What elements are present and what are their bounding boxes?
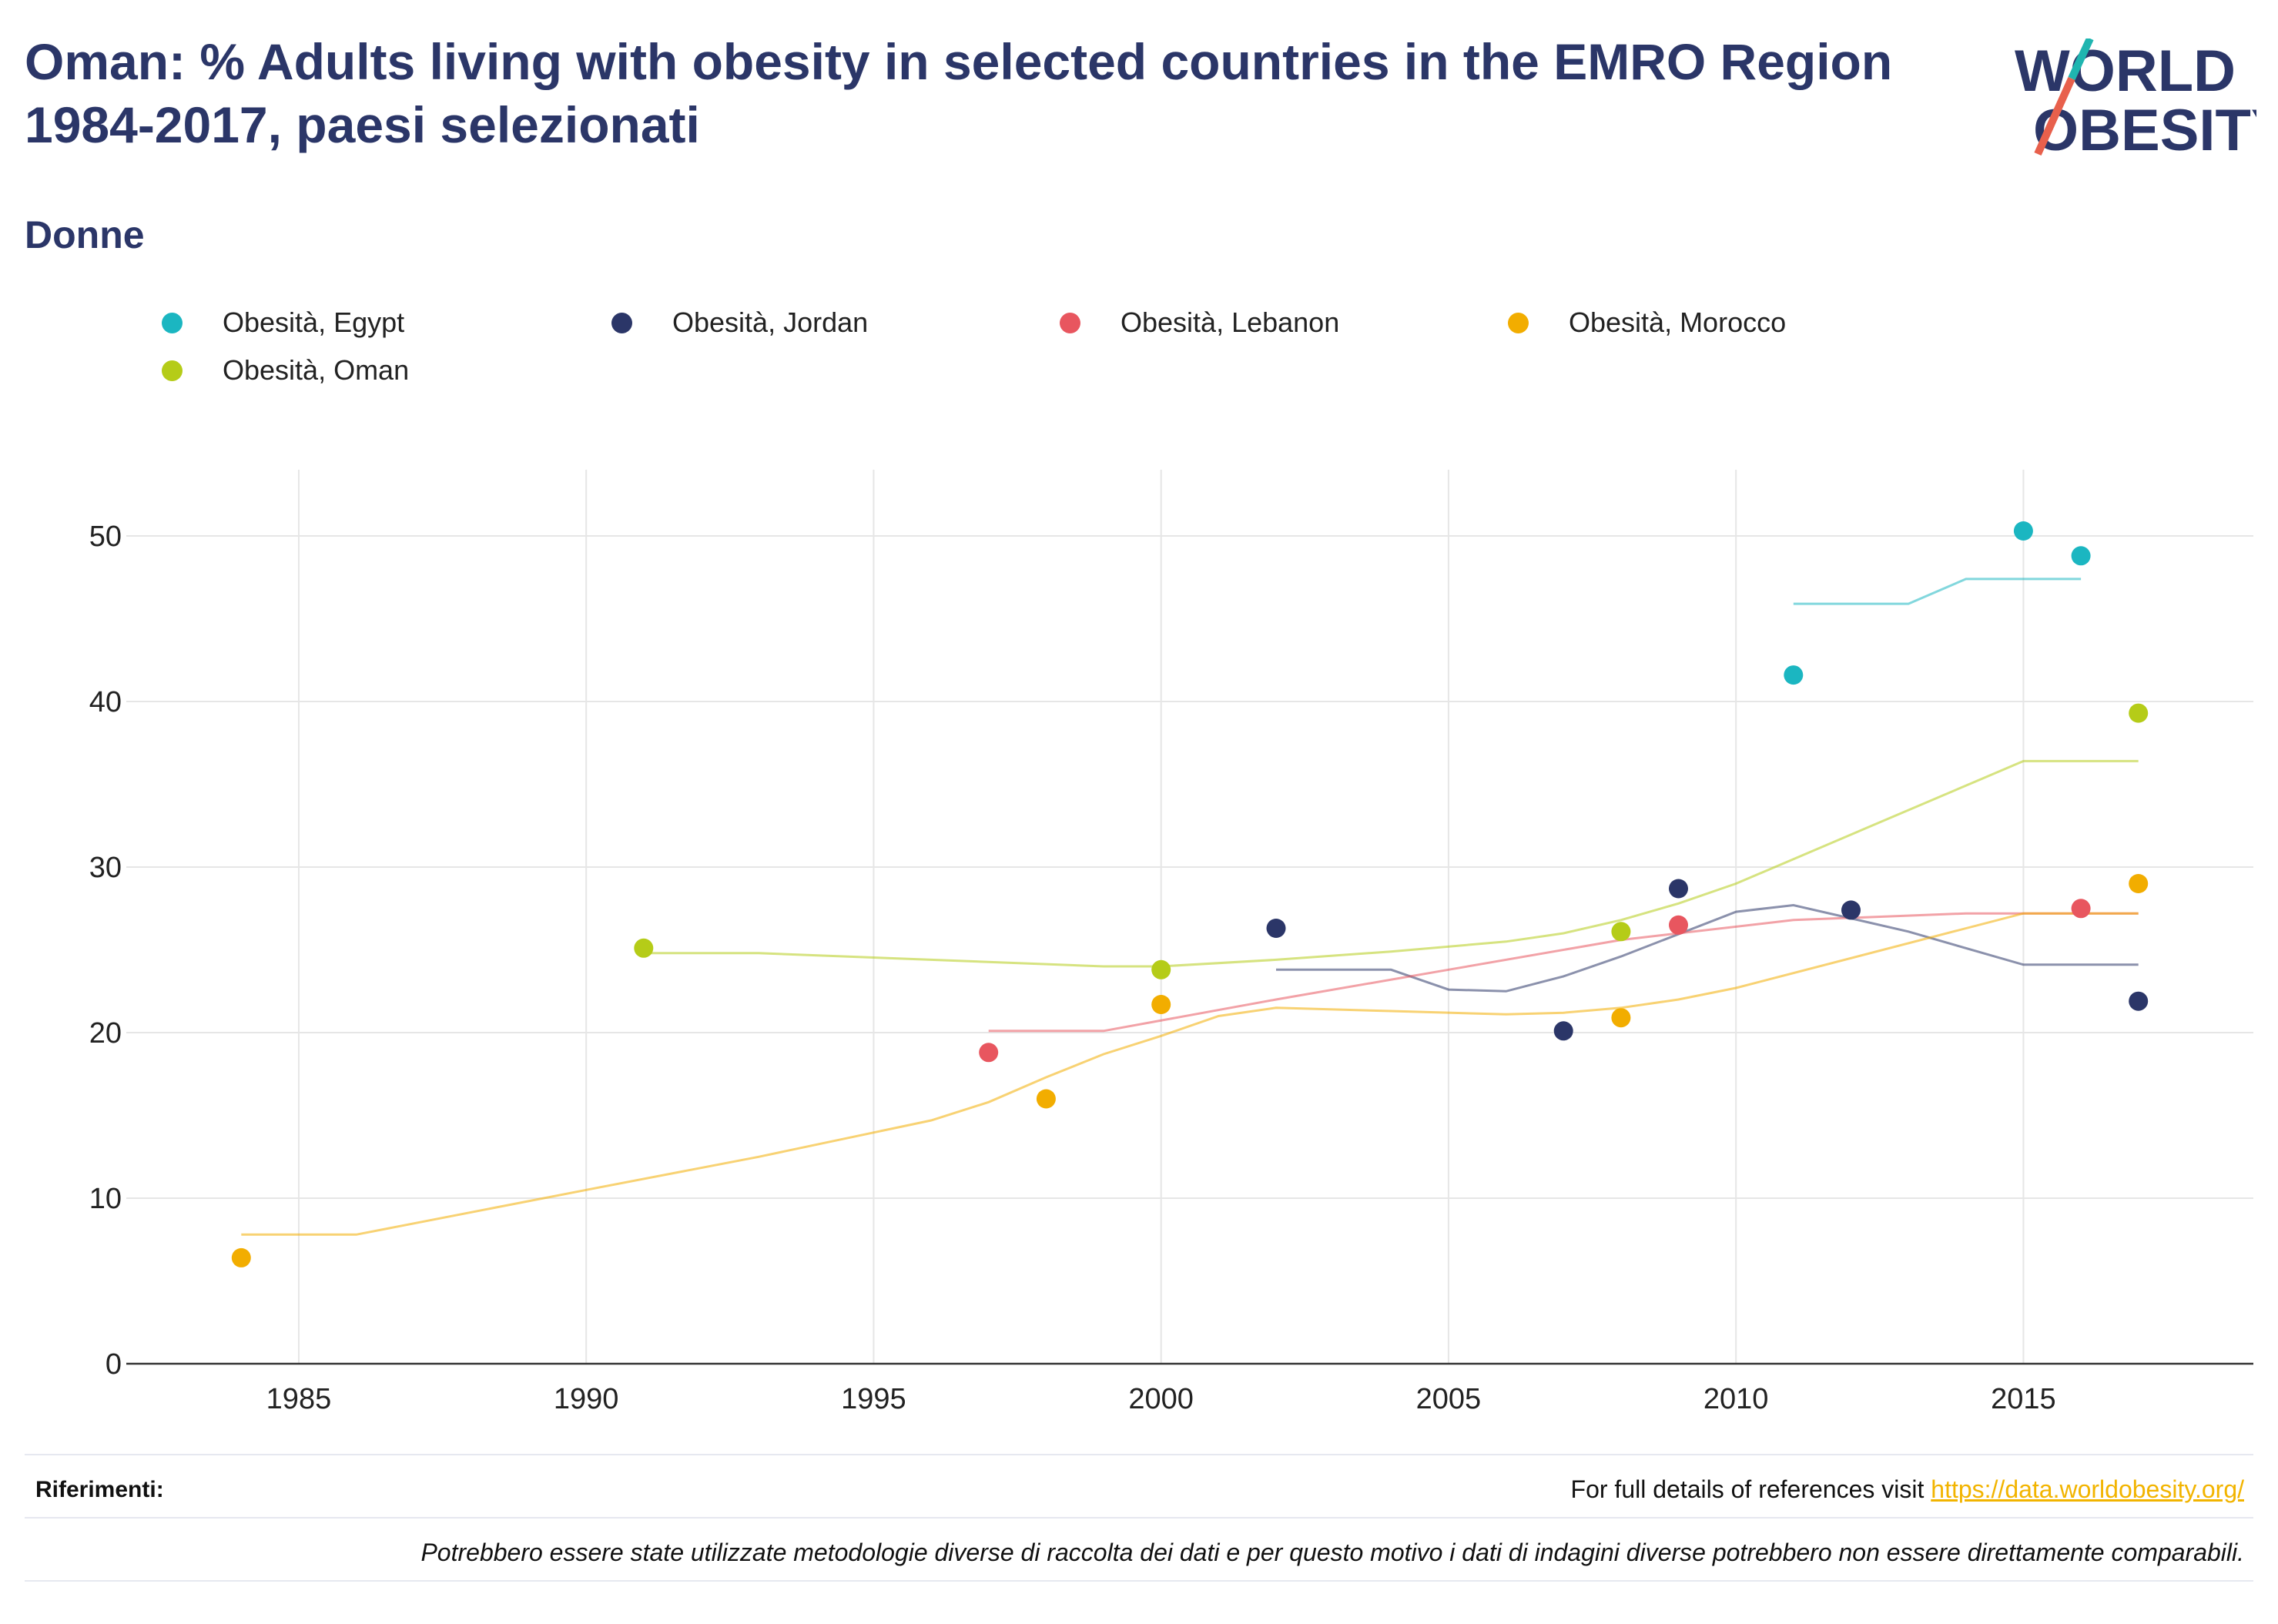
references-label: Riferimenti:: [35, 1477, 164, 1502]
y-tick-label-20: 20: [89, 1017, 122, 1050]
references-text: For full details of references visit htt…: [1571, 1475, 2244, 1504]
x-tick-label-2015: 2015: [1991, 1383, 2056, 1415]
legend-dot-jordan: [611, 312, 632, 333]
data-point-lebanon-2016[interactable]: [2071, 899, 2091, 919]
data-point-egypt-2016[interactable]: [2071, 546, 2091, 566]
data-point-oman-1991[interactable]: [634, 938, 654, 958]
legend-dot-egypt: [162, 312, 183, 333]
legend-label-egypt: Obesità, Egypt: [223, 306, 405, 338]
data-point-jordan-2009[interactable]: [1669, 879, 1688, 899]
x-tick-label-2010: 2010: [1703, 1383, 1769, 1415]
trend-line-jordan: [1276, 903, 2139, 993]
data-point-oman-2000[interactable]: [1151, 959, 1171, 979]
data-point-morocco-1984[interactable]: [231, 1247, 251, 1267]
chart-subtitle: Donne: [25, 213, 145, 256]
legend-dot-lebanon: [1060, 312, 1080, 333]
data-point-lebanon-2009[interactable]: [1669, 915, 1688, 935]
methodology-note: Potrebbero essere state utilizzate metod…: [420, 1539, 2244, 1566]
legend-item-jordan[interactable]: Obesità, Jordan: [611, 306, 868, 339]
trend-lines-layer: [241, 578, 2139, 1236]
references-prefix: For full details of references visit: [1570, 1475, 1931, 1503]
legend-label-oman: Obesità, Oman: [223, 354, 410, 386]
x-tick-label-2000: 2000: [1128, 1383, 1194, 1415]
logo-line1: WORLD: [2015, 39, 2236, 104]
logo-red-slash: [2034, 76, 2075, 156]
data-point-morocco-1998[interactable]: [1036, 1089, 1056, 1109]
axis-layer: 1985 1990 1995 2000 2005 2010 2015 0 10 20 30 40 50: [89, 521, 2253, 1415]
legend-label-lebanon: Obesità, Lebanon: [1121, 306, 1340, 338]
data-points-layer: [231, 521, 2149, 1267]
footer-divider-top: [25, 1454, 2253, 1455]
y-tick-label-0: 0: [106, 1348, 122, 1381]
data-point-egypt-2015[interactable]: [2013, 521, 2033, 541]
y-tick-label-30: 30: [89, 852, 122, 884]
data-point-jordan-2012[interactable]: [1841, 900, 1861, 920]
data-point-egypt-2011[interactable]: [1784, 665, 1804, 685]
legend-item-lebanon[interactable]: Obesità, Lebanon: [1060, 306, 1339, 339]
data-point-morocco-2008[interactable]: [1611, 1008, 1631, 1028]
legend-item-morocco[interactable]: Obesità, Morocco: [1508, 306, 1786, 339]
trend-line-egypt: [1793, 578, 2082, 605]
world-obesity-logo: WORLD OBESITY: [2015, 39, 2256, 163]
x-tick-label-1995: 1995: [841, 1383, 906, 1415]
chart-title: Oman: % Adults living with obesity in se…: [25, 33, 1893, 153]
footer-divider-middle: [25, 1517, 2253, 1519]
data-point-oman-2017[interactable]: [2129, 703, 2149, 723]
x-tick-label-1985: 1985: [266, 1383, 332, 1415]
data-point-oman-2008[interactable]: [1611, 922, 1631, 942]
legend-dot-oman: [162, 360, 183, 381]
data-point-jordan-2007[interactable]: [1553, 1021, 1573, 1041]
trend-line-lebanon: [988, 912, 2139, 1033]
y-tick-label-50: 50: [89, 521, 122, 553]
legend-item-oman[interactable]: Obesità, Oman: [162, 354, 409, 387]
data-point-lebanon-1997[interactable]: [979, 1043, 999, 1063]
obesity-scatter-chart: 1985 1990 1995 2000 2005 2010 2015 0 10 20 30 40 50: [89, 470, 2253, 1415]
logo-line2: OBESITY: [2033, 98, 2256, 163]
trend-line-oman: [643, 759, 2139, 968]
legend-item-egypt[interactable]: Obesità, Egypt: [162, 306, 404, 339]
x-tick-label-1990: 1990: [554, 1383, 619, 1415]
x-tick-label-2005: 2005: [1416, 1383, 1482, 1415]
data-point-morocco-2017[interactable]: [2129, 874, 2149, 893]
legend-label-morocco: Obesità, Morocco: [1569, 306, 1787, 338]
grid-layer: [126, 470, 2253, 1364]
references-link[interactable]: https://data.worldobesity.org/: [1931, 1475, 2244, 1503]
logo-teal-slash: [2068, 39, 2094, 81]
data-point-jordan-2017[interactable]: [2129, 991, 2149, 1011]
y-tick-label-10: 10: [89, 1183, 122, 1215]
data-point-jordan-2002[interactable]: [1266, 919, 1286, 938]
data-point-morocco-2000[interactable]: [1151, 995, 1171, 1014]
legend-dot-morocco: [1508, 312, 1529, 333]
footer-divider-bottom: [25, 1580, 2253, 1582]
legend-label-jordan: Obesità, Jordan: [672, 306, 869, 338]
trend-line-morocco: [241, 912, 2139, 1236]
y-tick-label-40: 40: [89, 686, 122, 718]
